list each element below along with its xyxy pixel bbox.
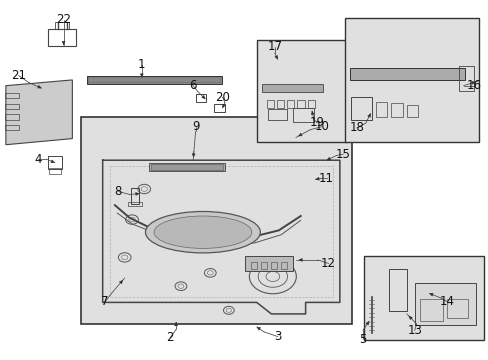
Bar <box>349 68 464 80</box>
Bar <box>5 93 19 98</box>
Text: 19: 19 <box>309 116 324 129</box>
Bar <box>447 299 467 318</box>
Text: 14: 14 <box>439 295 454 308</box>
Bar <box>87 76 221 84</box>
Ellipse shape <box>154 216 251 248</box>
Bar <box>270 262 276 269</box>
Text: 3: 3 <box>273 330 281 343</box>
Bar <box>214 104 224 112</box>
Text: 10: 10 <box>314 120 328 133</box>
Bar <box>149 163 224 171</box>
Text: 18: 18 <box>349 121 364 134</box>
Bar <box>388 269 407 311</box>
Bar <box>256 40 346 142</box>
Text: 9: 9 <box>191 120 199 133</box>
Ellipse shape <box>145 211 260 253</box>
Bar <box>375 102 386 117</box>
Bar <box>195 94 206 102</box>
Bar <box>286 100 294 108</box>
Text: 22: 22 <box>56 13 71 26</box>
Bar <box>293 108 313 122</box>
Text: 8: 8 <box>114 185 122 198</box>
Bar <box>245 256 293 271</box>
Text: 13: 13 <box>407 324 421 337</box>
Text: 12: 12 <box>321 257 335 270</box>
Bar <box>150 164 223 170</box>
Bar <box>307 100 314 108</box>
Bar <box>251 262 257 269</box>
Bar <box>81 117 351 324</box>
Bar <box>5 125 19 130</box>
Bar <box>350 97 371 120</box>
Text: 7: 7 <box>101 295 109 308</box>
Text: 21: 21 <box>11 69 26 82</box>
Bar <box>276 100 284 108</box>
Bar <box>419 299 442 321</box>
Bar <box>280 262 286 269</box>
Text: 20: 20 <box>215 91 229 104</box>
Bar <box>364 256 483 340</box>
Bar <box>261 262 266 269</box>
Bar <box>267 109 286 120</box>
Bar <box>131 188 139 204</box>
Text: 1: 1 <box>138 58 145 71</box>
Text: 17: 17 <box>267 40 282 53</box>
Bar <box>49 168 61 174</box>
Bar <box>406 105 417 117</box>
Bar <box>5 114 19 120</box>
Bar <box>48 29 76 46</box>
Bar <box>266 100 273 108</box>
Text: 15: 15 <box>335 148 350 161</box>
Bar <box>48 156 61 169</box>
Bar <box>297 100 304 108</box>
Bar <box>414 283 475 325</box>
Bar <box>261 84 322 92</box>
Bar <box>128 202 142 206</box>
Bar <box>88 77 220 83</box>
Bar <box>390 103 402 117</box>
Text: 4: 4 <box>34 153 42 166</box>
Text: 11: 11 <box>319 172 333 185</box>
Text: 2: 2 <box>166 331 174 344</box>
Bar <box>458 66 473 91</box>
Bar <box>344 18 478 142</box>
Text: 5: 5 <box>358 333 366 346</box>
Bar <box>5 104 19 109</box>
Bar <box>55 22 69 29</box>
Text: 16: 16 <box>466 79 481 92</box>
Polygon shape <box>6 80 72 145</box>
Text: 6: 6 <box>189 79 197 92</box>
